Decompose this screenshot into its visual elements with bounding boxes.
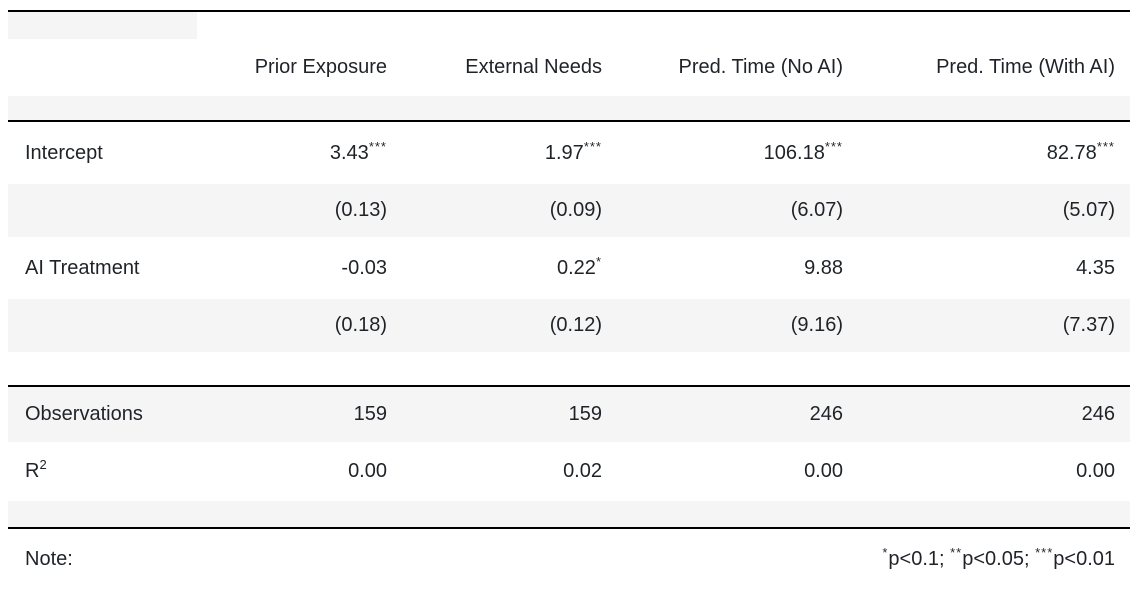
significance-stars: *** (824, 138, 843, 154)
bottom-divider-row (8, 501, 1130, 529)
std-error-cell: (0.12) (402, 299, 617, 352)
column-header-pred-time-no-ai: Pred. Time (No AI) (678, 56, 844, 78)
ai-treatment-se-row: (0.18) (0.12) (9.16) (7.37) (8, 299, 1130, 352)
significance-stars: * (595, 253, 602, 269)
std-error-cell: (9.16) (617, 299, 858, 352)
significance-legend: *p<0.1; **p<0.05; ***p<0.01 (882, 544, 1115, 570)
ai-treatment-row: AI Treatment -0.03 0.22* 9.88 4.35 (8, 237, 1130, 299)
column-header-prior-exposure: Prior Exposure (254, 56, 387, 78)
corner-cell (8, 11, 197, 39)
intercept-se-row: (0.13) (0.09) (6.07) (5.07) (8, 184, 1130, 237)
row-label-ai-treatment: AI Treatment (25, 256, 140, 279)
stat-cell: 0.00 (348, 460, 387, 482)
estimate-cell: 0.22* (557, 253, 602, 279)
std-error-cell: (7.37) (858, 299, 1130, 352)
corner-stripe-row (8, 11, 1130, 39)
row-label-intercept: Intercept (25, 141, 103, 164)
coefficients-divider-row (8, 352, 1130, 387)
intercept-row: Intercept 3.43*** 1.97*** 106.18*** 82.7… (8, 121, 1130, 184)
row-label-observations: Observations (8, 386, 197, 442)
header-empty-cell (8, 39, 197, 96)
header-divider-row (8, 96, 1130, 122)
estimate-cell: 106.18*** (763, 138, 843, 164)
stat-cell: 159 (402, 386, 617, 442)
row-label-r-squared: R2 (25, 457, 47, 482)
column-header-row: Prior Exposure External Needs Pred. Time… (8, 39, 1130, 96)
stat-cell: 0.00 (1076, 460, 1115, 482)
std-error-cell: (0.09) (402, 184, 617, 237)
column-header-external-needs: External Needs (465, 56, 602, 78)
std-error-cell: (0.13) (197, 184, 402, 237)
stat-cell: 246 (617, 386, 858, 442)
stat-cell: 0.02 (563, 460, 602, 482)
significance-stars: *** (368, 138, 387, 154)
stat-cell: 159 (197, 386, 402, 442)
r-squared-row: R2 0.00 0.02 0.00 0.00 (8, 442, 1130, 501)
column-header-pred-time-with-ai: Pred. Time (With AI) (936, 56, 1115, 78)
note-row: Note: *p<0.1; **p<0.05; ***p<0.01 (8, 528, 1130, 589)
estimate-cell: 82.78*** (1046, 138, 1115, 164)
significance-stars: *** (583, 138, 602, 154)
stat-cell: 0.00 (804, 460, 843, 482)
regression-results-table: Prior Exposure External Needs Pred. Time… (8, 10, 1130, 589)
observations-row: Observations 159 159 246 246 (8, 386, 1130, 442)
stat-cell: 246 (858, 386, 1130, 442)
estimate-cell: -0.03 (341, 256, 387, 279)
std-error-cell: (6.07) (617, 184, 858, 237)
note-label: Note: (25, 547, 73, 570)
estimate-cell: 3.43*** (329, 138, 387, 164)
estimate-cell: 9.88 (804, 256, 843, 279)
estimate-cell: 1.97*** (544, 138, 602, 164)
std-error-cell: (0.18) (197, 299, 402, 352)
estimate-cell: 4.35 (1076, 256, 1115, 279)
significance-stars: *** (1096, 138, 1115, 154)
std-error-cell: (5.07) (858, 184, 1130, 237)
squared-exponent: 2 (39, 457, 47, 472)
